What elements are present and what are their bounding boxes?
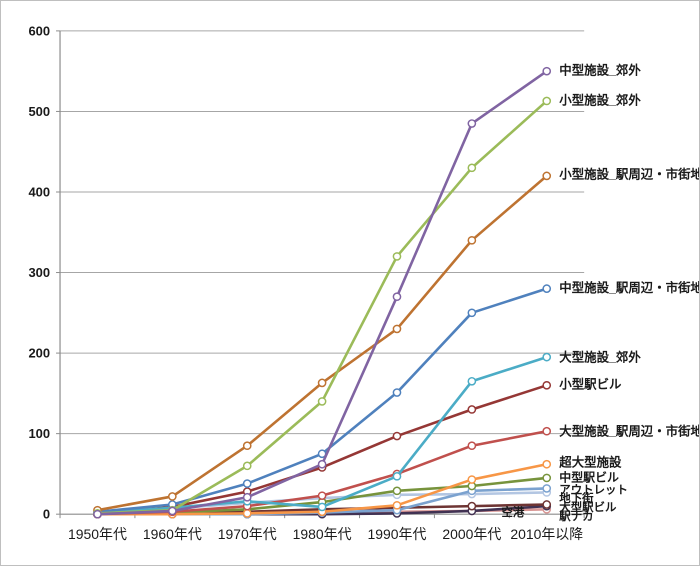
data-point-marker [542,352,552,362]
x-axis-label: 1950年代 [68,526,127,542]
x-axis-label: 1990年代 [368,526,427,542]
data-point-marker [542,426,552,436]
data-point-marker [542,380,552,390]
data-point-marker [392,486,402,496]
data-point-marker [392,292,402,302]
data-point-marker [542,484,552,493]
data-point-marker [392,500,402,510]
data-point-marker [317,378,327,388]
data-point-marker [542,284,552,293]
x-axis-label: 2000年代 [442,526,501,542]
series-label: 大型施設_駅周辺・市街地 [559,423,699,438]
series-line [96,69,549,516]
data-point-marker [467,119,477,128]
data-point-marker [392,471,402,481]
data-point-marker [542,500,552,509]
data-point-marker [242,509,252,518]
data-point-marker [317,502,327,512]
data-point-marker [467,376,477,386]
data-point-marker [242,492,252,502]
data-point-marker [93,509,102,519]
series-label: 中型駅ビル [559,469,619,484]
data-point-marker [392,431,402,441]
data-point-marker [542,459,552,469]
data-point-marker [542,66,552,76]
series-label: 駅ナカ [558,510,593,523]
data-point-marker [242,479,252,488]
series-label: 大型施設_郊外 [559,350,641,365]
y-axis-label: 200 [28,346,50,361]
data-point-marker [542,171,552,181]
data-point-marker [467,308,477,318]
data-point-marker [467,235,477,245]
series-label: 小型施設_郊外 [558,93,641,108]
data-point-marker [317,397,327,406]
x-axis-label: 1970年代 [218,526,277,542]
y-axis-label: 100 [28,426,50,441]
data-point-marker [467,163,477,173]
series-label: アウトレット [559,483,628,496]
data-point-marker [168,506,177,516]
x-axis-label: 1960年代 [143,526,202,542]
series-label: 空港 [501,505,524,519]
data-point-marker [392,388,402,397]
y-axis-label: 400 [28,184,50,199]
x-axis-label: 1980年代 [293,526,352,542]
series-label: 小型駅ビル [558,377,622,392]
series-label: 中型施設_郊外 [559,63,641,78]
data-point-marker [242,461,252,471]
series-label: 超大型施設 [558,454,622,469]
data-point-marker [467,405,477,414]
data-point-marker [542,473,552,483]
data-point-marker [317,459,327,469]
series-label: 地下街 [559,491,594,505]
y-axis-label: 600 [28,23,50,38]
y-axis-label: 0 [43,507,50,522]
data-point-marker [168,492,177,501]
y-axis-label: 300 [28,265,50,280]
data-point-marker [467,441,477,451]
data-point-marker [467,501,477,511]
data-point-marker [467,475,477,484]
x-axis-label: 2010年以降 [510,526,583,542]
series-label: 小型施設_駅周辺・市街地 [558,166,699,181]
data-point-marker [317,491,327,500]
data-point-marker [542,96,552,106]
series-label: 中型施設_駅周辺・市街地 [559,280,699,295]
series-label: 大型駅ビル [559,500,617,514]
data-point-marker [392,252,402,261]
data-point-marker [242,441,252,451]
y-axis-label: 500 [28,104,50,119]
data-point-marker [392,324,402,334]
